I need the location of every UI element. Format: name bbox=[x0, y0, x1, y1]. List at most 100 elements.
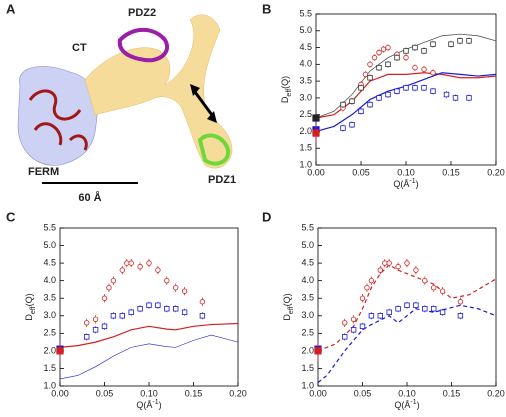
data-point bbox=[342, 320, 348, 326]
y-tick-label: 3.5 bbox=[299, 75, 312, 85]
y-tick-label: 2.0 bbox=[301, 345, 314, 355]
y-label-base: D bbox=[282, 314, 292, 321]
data-point bbox=[394, 88, 400, 94]
pdz1-ribbon bbox=[197, 133, 231, 166]
x-label-base: Q(Å bbox=[136, 400, 152, 410]
curve bbox=[59, 322, 239, 348]
x-label-base: Q(Å bbox=[394, 400, 410, 410]
x-tick-label: 0.20 bbox=[229, 388, 247, 398]
y-tick-label: 2.5 bbox=[43, 328, 56, 338]
data-point bbox=[137, 306, 143, 312]
y-tick-label: 5.0 bbox=[43, 240, 56, 250]
data-point bbox=[376, 95, 382, 101]
data-point bbox=[155, 267, 161, 273]
data-point bbox=[386, 260, 392, 266]
data-point bbox=[439, 309, 446, 315]
y-tick-label: 1.0 bbox=[299, 159, 312, 169]
ferm-label: FERM bbox=[28, 166, 59, 178]
data-point bbox=[457, 313, 464, 319]
data-point bbox=[380, 46, 387, 52]
y-axis-label: Deff(Q) bbox=[280, 76, 292, 103]
data-point bbox=[92, 316, 99, 322]
data-point bbox=[422, 306, 428, 312]
curve bbox=[317, 264, 497, 352]
structure-illustration bbox=[17, 14, 233, 184]
y-label-sub: eff bbox=[288, 306, 295, 314]
x-label-end: ) bbox=[417, 400, 420, 410]
x-tick-label: 0.05 bbox=[354, 388, 372, 398]
data-point bbox=[376, 49, 382, 56]
x-axis-label: Q(Å-1) bbox=[393, 178, 418, 190]
data-point bbox=[106, 284, 112, 291]
y-tick-label: 4.5 bbox=[301, 257, 314, 267]
data-point bbox=[430, 88, 436, 94]
data-point bbox=[128, 309, 134, 315]
data-point bbox=[394, 54, 400, 61]
x-tick-label: 0.20 bbox=[487, 388, 505, 398]
data-point bbox=[101, 323, 108, 330]
data-point bbox=[431, 284, 437, 291]
data-point bbox=[377, 313, 383, 319]
data-point bbox=[385, 61, 391, 68]
data-point bbox=[340, 101, 346, 108]
data-point bbox=[386, 309, 392, 315]
data-point bbox=[443, 91, 450, 98]
y-label-end: (Q) bbox=[280, 76, 290, 89]
data-point bbox=[181, 288, 188, 294]
pdz2-ribbon bbox=[117, 27, 169, 63]
y-tick-label: 3.0 bbox=[301, 310, 314, 320]
x-label-end: ) bbox=[159, 400, 162, 410]
x-tick-label: 0.10 bbox=[140, 388, 158, 398]
curve bbox=[317, 304, 497, 383]
data-point bbox=[92, 327, 99, 333]
x-tick-label: 0.10 bbox=[398, 388, 416, 398]
data-point bbox=[164, 306, 170, 312]
data-point bbox=[395, 263, 401, 270]
panel-label: B bbox=[262, 1, 271, 16]
data-point bbox=[376, 64, 382, 71]
data-point bbox=[358, 85, 364, 91]
data-point bbox=[422, 277, 428, 284]
x-tick-label: 0.15 bbox=[185, 388, 203, 398]
data-point bbox=[382, 260, 388, 266]
data-point bbox=[181, 309, 188, 315]
data-point bbox=[364, 284, 370, 291]
data-point bbox=[413, 302, 419, 308]
y-label-sub: eff bbox=[30, 306, 37, 314]
x-tick-label: 0.05 bbox=[352, 167, 370, 177]
data-point bbox=[172, 306, 179, 312]
y-tick-label: 2.5 bbox=[301, 328, 314, 338]
y-tick-label: 5.5 bbox=[43, 222, 56, 232]
data-point bbox=[368, 313, 375, 319]
data-point bbox=[452, 95, 459, 101]
data-point bbox=[314, 347, 322, 355]
data-point bbox=[341, 334, 348, 340]
panel-label: C bbox=[6, 209, 16, 224]
data-point bbox=[84, 334, 90, 340]
y-tick-label: 1.5 bbox=[43, 363, 56, 373]
data-point bbox=[368, 277, 375, 284]
data-point bbox=[101, 295, 108, 301]
data-point bbox=[412, 64, 418, 71]
data-point bbox=[412, 85, 418, 91]
data-point bbox=[403, 54, 409, 61]
data-point bbox=[457, 38, 463, 44]
data-point bbox=[385, 44, 391, 51]
data-point bbox=[137, 263, 143, 270]
pdz1-label: PDZ1 bbox=[208, 174, 236, 186]
data-point bbox=[119, 267, 125, 273]
data-point bbox=[146, 302, 152, 308]
x-label-sup: -1 bbox=[409, 178, 415, 185]
data-point bbox=[349, 98, 355, 104]
data-point bbox=[367, 75, 373, 81]
data-point bbox=[421, 66, 427, 73]
y-tick-label: 5.5 bbox=[301, 222, 314, 232]
y-tick-label: 3.5 bbox=[43, 293, 56, 303]
data-point bbox=[358, 108, 364, 115]
data-point bbox=[448, 41, 454, 47]
y-label-sub: eff bbox=[286, 89, 293, 97]
x-label-sup: -1 bbox=[410, 399, 416, 406]
y-tick-label: 2.0 bbox=[299, 126, 312, 136]
data-point bbox=[362, 71, 369, 78]
data-point bbox=[404, 302, 410, 308]
